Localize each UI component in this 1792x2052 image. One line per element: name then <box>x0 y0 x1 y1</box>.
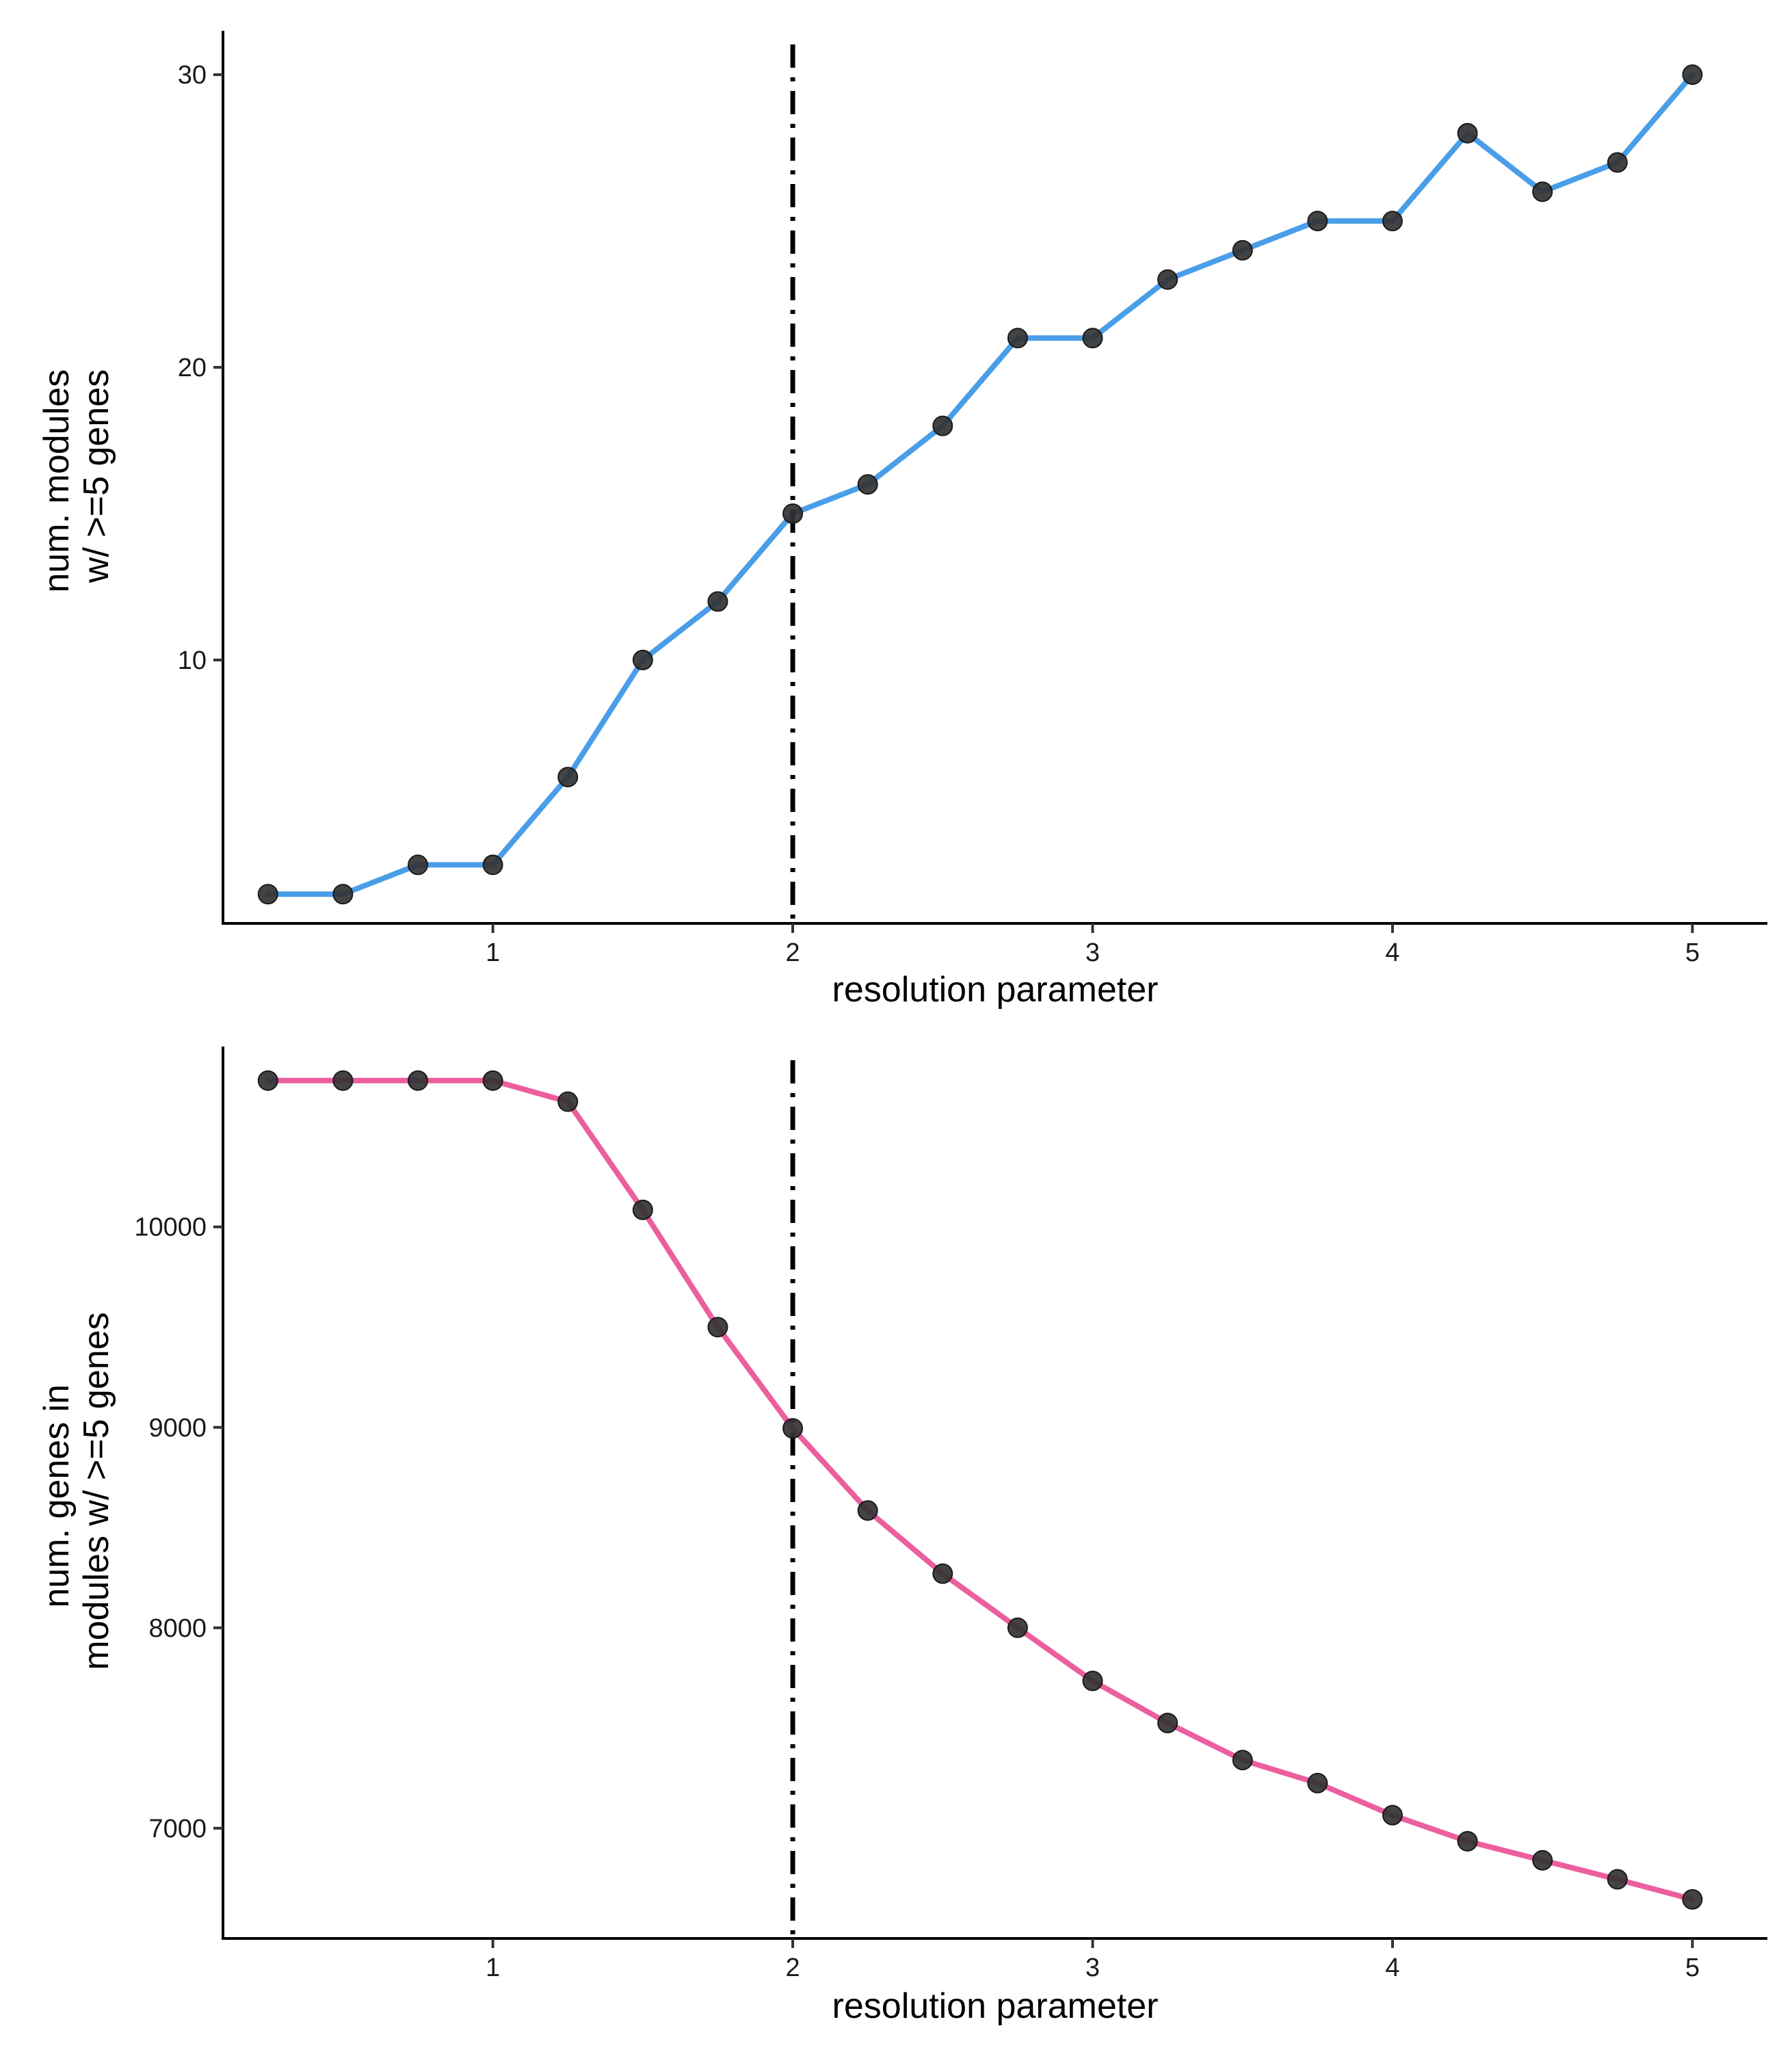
data-point <box>1007 1617 1028 1638</box>
data-point <box>932 1563 953 1584</box>
x-tick-label: 3 <box>1085 1954 1100 1982</box>
data-point <box>1532 181 1553 202</box>
data-point <box>857 474 878 495</box>
x-tick-label: 1 <box>486 938 500 967</box>
series-line <box>265 72 1696 897</box>
plot-area <box>257 44 1703 923</box>
data-point <box>632 649 653 670</box>
data-point <box>1157 269 1178 290</box>
y-tick-label: 8000 <box>148 1614 207 1643</box>
data-point <box>407 1070 428 1091</box>
data-point <box>1307 1772 1328 1793</box>
data-point <box>1382 1804 1403 1826</box>
y-axis-title: num. genes in modules w/ >=5 genes <box>37 1312 116 1670</box>
data-point <box>632 1199 653 1220</box>
y-axis-title-line-1: num. modules <box>37 369 77 593</box>
data-point <box>1232 1750 1253 1771</box>
x-tick-label: 5 <box>1685 1954 1700 1982</box>
data-point <box>1682 64 1703 86</box>
data-point <box>1232 239 1253 261</box>
data-point <box>932 415 953 436</box>
y-tick-label: 9000 <box>148 1414 207 1443</box>
data-point <box>1082 328 1103 349</box>
data-point <box>332 884 354 905</box>
modules-count-panel: 1 2 3 4 5 10 20 30 resolution parameter num. m… <box>37 31 1767 1010</box>
y-axis-title-line-2: modules w/ >=5 genes <box>77 1312 116 1670</box>
data-point <box>1082 1670 1103 1692</box>
x-tick-label: 4 <box>1385 938 1399 967</box>
data-point <box>1607 1869 1628 1890</box>
x-axis-title: resolution parameter <box>832 970 1159 1010</box>
data-point <box>257 1070 278 1091</box>
data-point <box>857 1500 878 1521</box>
data-point <box>1007 328 1028 349</box>
x-tick-group: 1 2 3 4 5 <box>486 1938 1700 1982</box>
x-tick-label: 5 <box>1685 938 1700 967</box>
x-tick-label: 2 <box>785 1954 800 1982</box>
data-point <box>1457 122 1478 144</box>
x-tick-label: 2 <box>785 938 800 967</box>
data-point <box>707 591 728 612</box>
y-axis-title-line-1: num. genes in <box>37 1384 77 1608</box>
data-point <box>1382 211 1403 232</box>
data-point <box>1307 211 1328 232</box>
data-point <box>557 1091 579 1112</box>
y-tick-group: 7000 8000 9000 10000 <box>134 1213 223 1843</box>
x-tick-label: 1 <box>486 1954 500 1982</box>
y-tick-group: 10 20 30 <box>178 61 223 675</box>
data-point <box>1607 152 1628 173</box>
data-point <box>557 767 579 788</box>
y-axis-title: num. modules w/ >=5 genes <box>37 359 116 592</box>
x-axis-title: resolution parameter <box>832 1986 1159 2026</box>
data-point <box>482 1070 503 1091</box>
y-tick-label: 30 <box>178 61 207 90</box>
data-point <box>1532 1850 1553 1871</box>
y-tick-label: 20 <box>178 354 207 382</box>
data-point <box>782 503 804 524</box>
data-point <box>407 854 428 876</box>
x-tick-label: 3 <box>1085 938 1100 967</box>
y-tick-label: 10000 <box>134 1213 207 1242</box>
data-point <box>1457 1830 1478 1852</box>
data-point <box>332 1070 354 1091</box>
plot-area <box>257 1060 1703 1938</box>
data-point <box>1157 1712 1178 1733</box>
data-point <box>257 884 278 905</box>
y-axis-title-line-2: w/ >=5 genes <box>77 369 116 583</box>
genes-count-panel: 1 2 3 4 5 7000 8000 9000 10000 resolution param… <box>37 1047 1767 2026</box>
data-point <box>707 1317 728 1338</box>
y-tick-label: 7000 <box>148 1815 207 1843</box>
series-line <box>265 1077 1696 1902</box>
data-point <box>782 1418 804 1439</box>
data-point <box>1682 1889 1703 1910</box>
x-tick-group: 1 2 3 4 5 <box>486 923 1700 967</box>
y-tick-label: 10 <box>178 646 207 675</box>
x-tick-label: 4 <box>1385 1954 1399 1982</box>
data-point <box>482 854 503 876</box>
